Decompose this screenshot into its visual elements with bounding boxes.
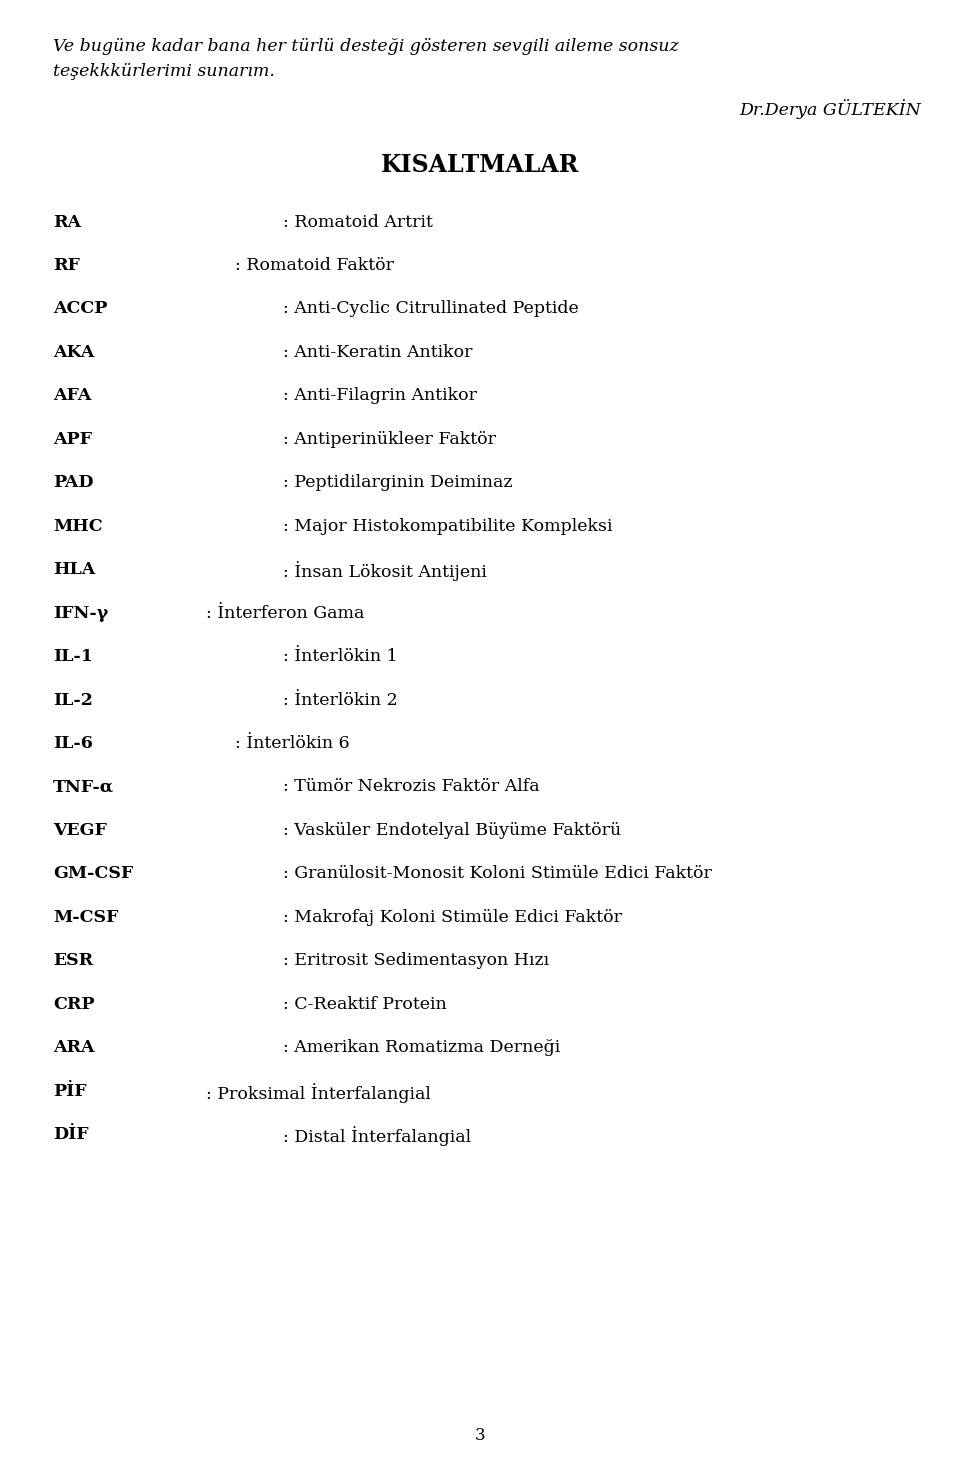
- Text: : Major Histokompatibilite Kompleksi: : Major Histokompatibilite Kompleksi: [283, 518, 612, 535]
- Text: 3: 3: [474, 1426, 486, 1444]
- Text: : Anti-Filagrin Antikor: : Anti-Filagrin Antikor: [283, 387, 477, 405]
- Text: IL-2: IL-2: [53, 692, 92, 709]
- Text: : Eritrosit Sedimentasyon Hızı: : Eritrosit Sedimentasyon Hızı: [283, 953, 549, 969]
- Text: Ve bugüne kadar bana her türlü desteği gösteren sevgili aileme sonsuz: Ve bugüne kadar bana her türlü desteği g…: [53, 38, 679, 56]
- Text: : İnterferon Gama: : İnterferon Gama: [206, 604, 365, 622]
- Text: : Romatoid Faktör: : Romatoid Faktör: [235, 256, 395, 274]
- Text: : Anti-Cyclic Citrullinated Peptide: : Anti-Cyclic Citrullinated Peptide: [283, 300, 579, 318]
- Text: CRP: CRP: [53, 996, 94, 1013]
- Text: AKA: AKA: [53, 345, 94, 361]
- Text: Dr.Derya GÜLTEKİN: Dr.Derya GÜLTEKİN: [740, 99, 922, 119]
- Text: PAD: PAD: [53, 474, 93, 492]
- Text: : Distal İnterfalangial: : Distal İnterfalangial: [283, 1125, 471, 1146]
- Text: RF: RF: [53, 256, 80, 274]
- Text: ARA: ARA: [53, 1040, 94, 1056]
- Text: : İnterlökin 6: : İnterlökin 6: [235, 735, 349, 753]
- Text: AFA: AFA: [53, 387, 91, 405]
- Text: M-CSF: M-CSF: [53, 909, 118, 927]
- Text: KISALTMALAR: KISALTMALAR: [381, 153, 579, 177]
- Text: : C-Reaktif Protein: : C-Reaktif Protein: [283, 996, 447, 1013]
- Text: : Amerikan Romatizma Derneği: : Amerikan Romatizma Derneği: [283, 1040, 561, 1056]
- Text: : Romatoid Artrit: : Romatoid Artrit: [283, 214, 433, 231]
- Text: : Vasküler Endotelyal Büyüme Faktörü: : Vasküler Endotelyal Büyüme Faktörü: [283, 822, 621, 840]
- Text: : İnsan Lökosit Antijeni: : İnsan Lökosit Antijeni: [283, 561, 487, 582]
- Text: DİF: DİF: [53, 1125, 88, 1143]
- Text: : Granülosit-Monosit Koloni Stimüle Edici Faktör: : Granülosit-Monosit Koloni Stimüle Edic…: [283, 866, 712, 882]
- Text: MHC: MHC: [53, 518, 103, 535]
- Text: : Anti-Keratin Antikor: : Anti-Keratin Antikor: [283, 345, 472, 361]
- Text: VEGF: VEGF: [53, 822, 107, 840]
- Text: : İnterlökin 1: : İnterlökin 1: [283, 648, 397, 666]
- Text: IL-1: IL-1: [53, 648, 93, 666]
- Text: GM-CSF: GM-CSF: [53, 866, 133, 882]
- Text: : Makrofaj Koloni Stimüle Edici Faktör: : Makrofaj Koloni Stimüle Edici Faktör: [283, 909, 622, 927]
- Text: ACCP: ACCP: [53, 300, 108, 318]
- Text: : Proksimal İnterfalangial: : Proksimal İnterfalangial: [206, 1083, 431, 1103]
- Text: APF: APF: [53, 430, 92, 448]
- Text: TNF-α: TNF-α: [53, 778, 114, 795]
- Text: : Tümör Nekrozis Faktör Alfa: : Tümör Nekrozis Faktör Alfa: [283, 778, 540, 795]
- Text: HLA: HLA: [53, 561, 95, 579]
- Text: : İnterlökin 2: : İnterlökin 2: [283, 692, 398, 709]
- Text: PİF: PİF: [53, 1083, 86, 1100]
- Text: IFN-γ: IFN-γ: [53, 604, 108, 622]
- Text: teşekkkürlerimi sunarım.: teşekkkürlerimi sunarım.: [53, 63, 275, 81]
- Text: : Antiperinükleer Faktör: : Antiperinükleer Faktör: [283, 430, 496, 448]
- Text: RA: RA: [53, 214, 81, 231]
- Text: ESR: ESR: [53, 953, 93, 969]
- Text: : Peptidilarginin Deiminaz: : Peptidilarginin Deiminaz: [283, 474, 513, 492]
- Text: IL-6: IL-6: [53, 735, 93, 753]
